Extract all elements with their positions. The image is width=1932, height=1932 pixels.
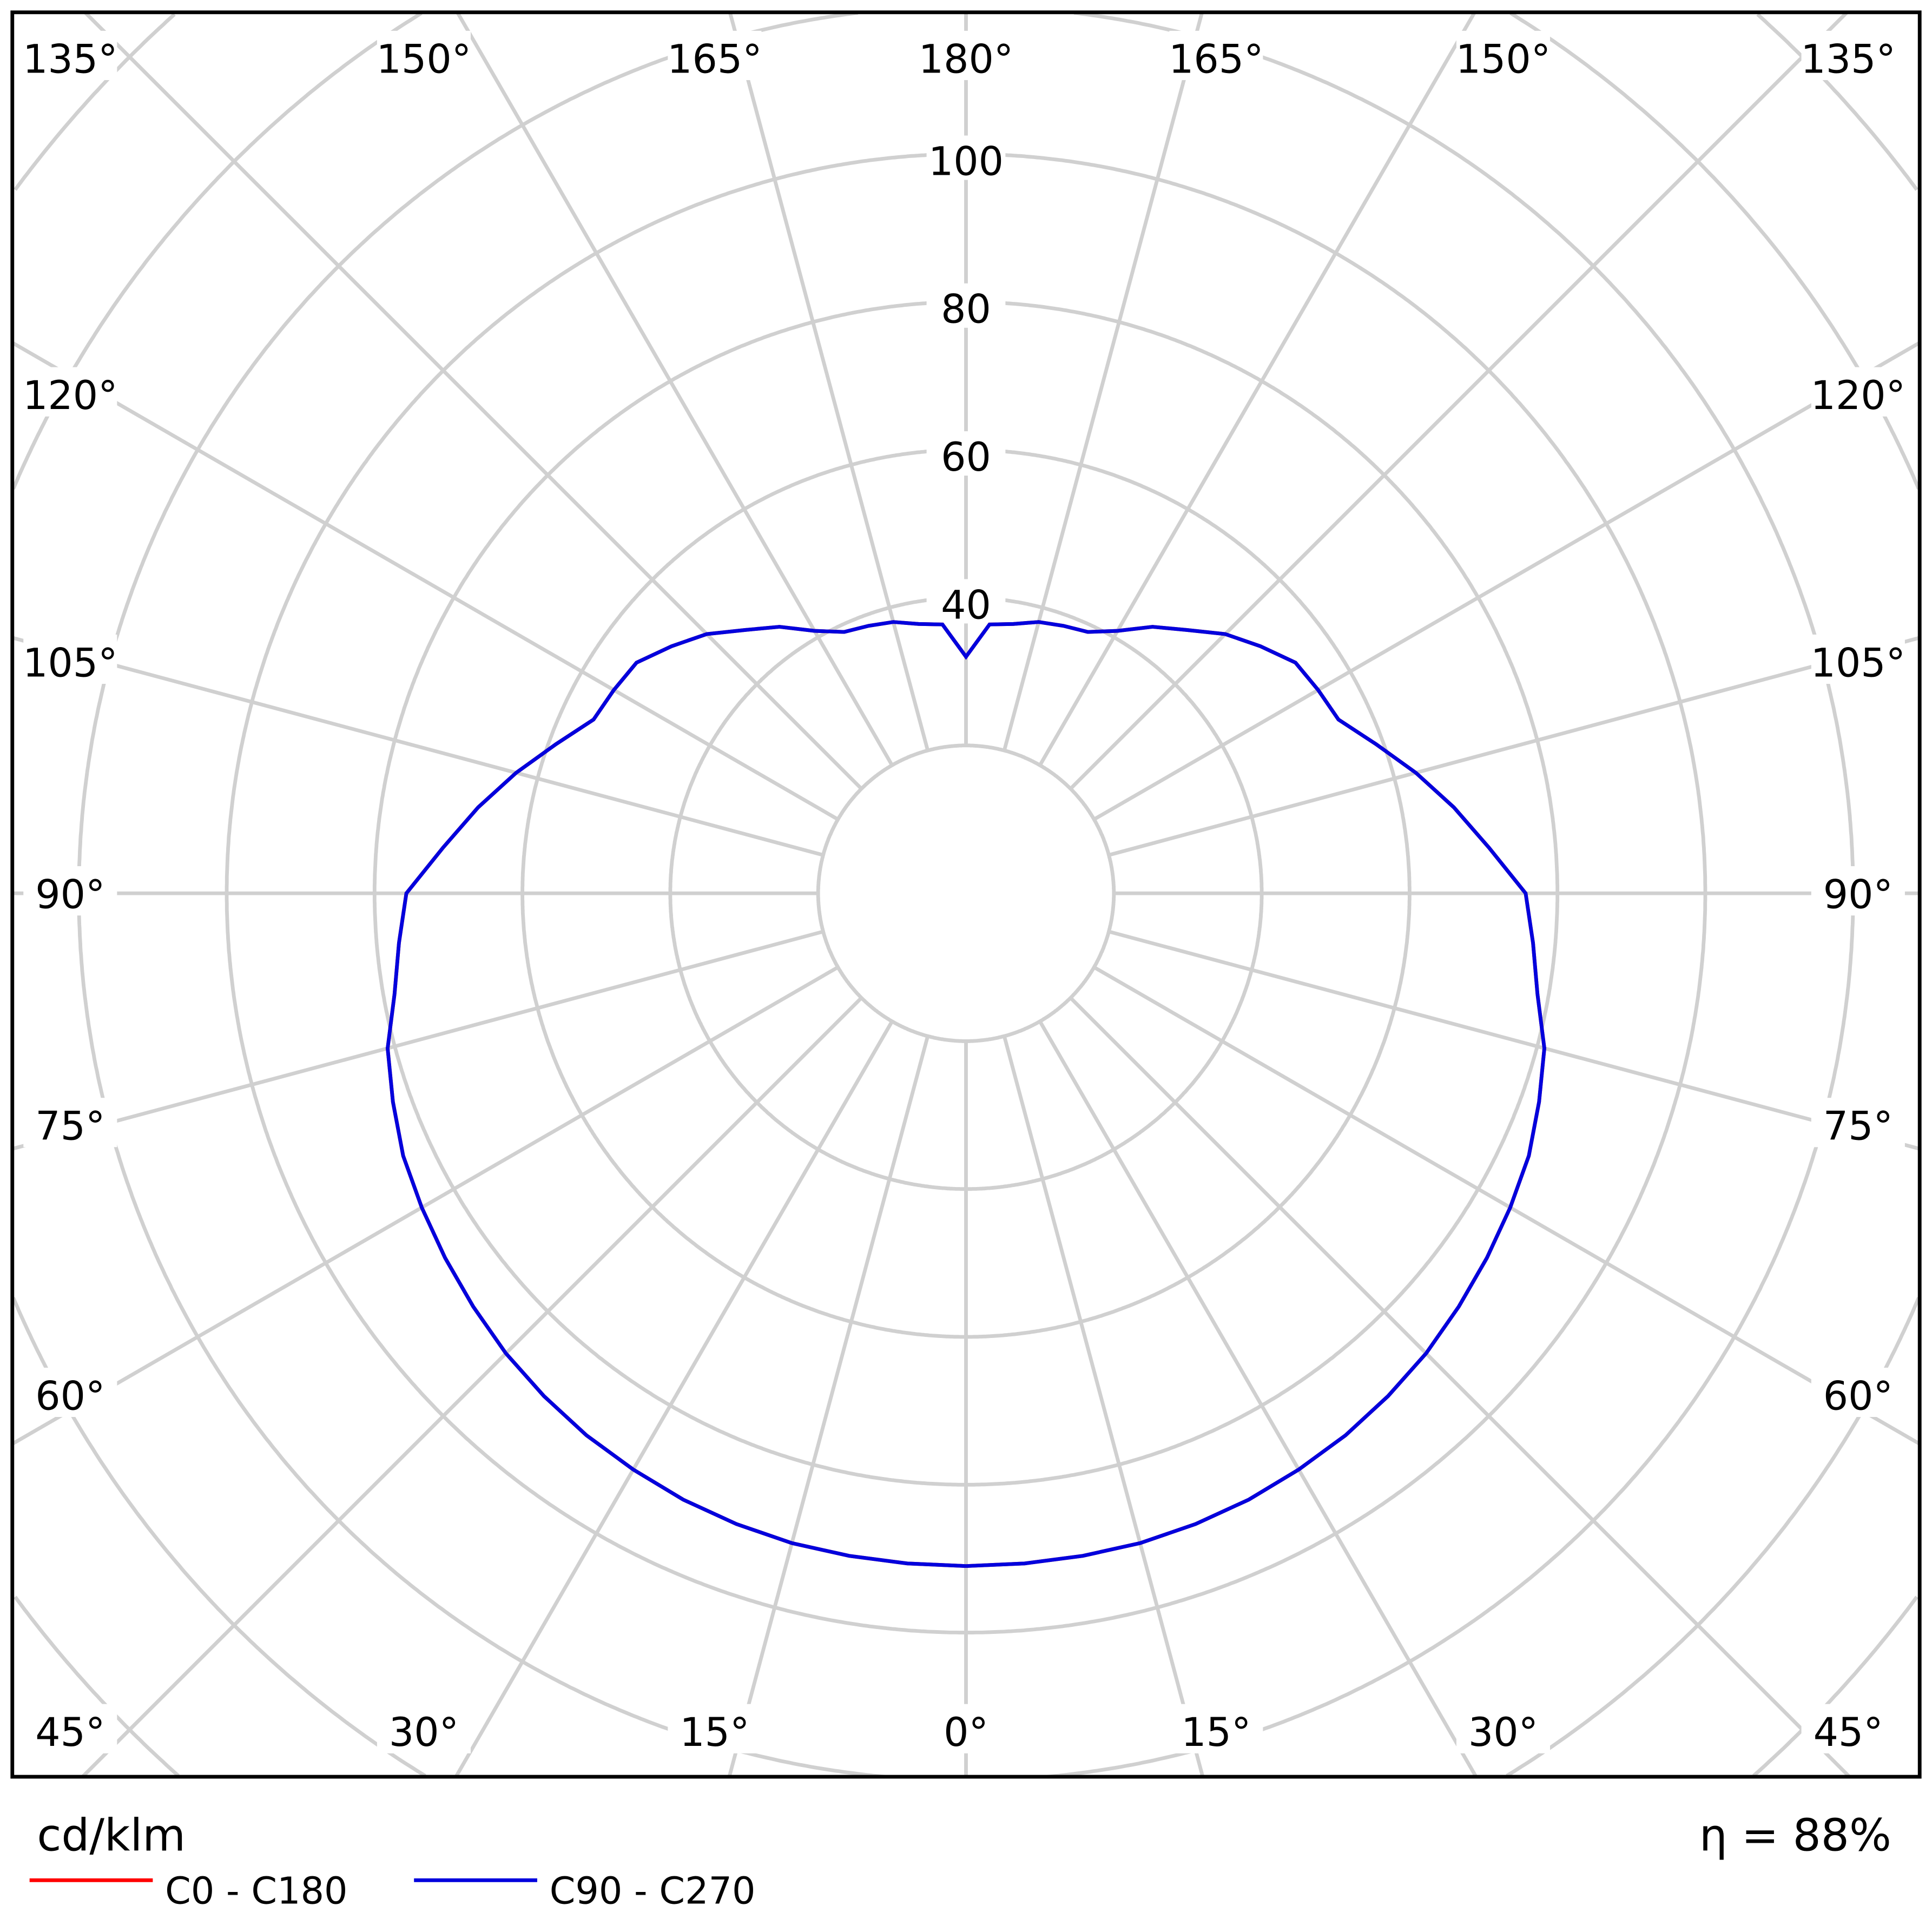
grid-spoke bbox=[1038, 1020, 1478, 1778]
grid-ring-140 bbox=[11, 11, 1921, 1778]
grid-spoke bbox=[1069, 11, 1849, 790]
angle-label-top: 180° bbox=[919, 36, 1014, 82]
angle-label-bg bbox=[668, 1704, 762, 1753]
grid-spoke bbox=[456, 11, 894, 767]
angle-label-right: 120° bbox=[1811, 373, 1906, 419]
angle-label-top: 135° bbox=[23, 36, 118, 82]
angle-label-bg bbox=[1456, 1704, 1550, 1753]
grid-spoke bbox=[11, 965, 839, 1446]
legend: C0 - C180 C90 - C270 bbox=[29, 1870, 756, 1913]
radial-tick-label: 80 bbox=[941, 287, 991, 333]
legend-label-c0-c180: C0 - C180 bbox=[165, 1870, 347, 1913]
angle-label-bottom: 30° bbox=[389, 1710, 459, 1756]
radial-tick-bg bbox=[926, 283, 1006, 328]
angle-label-bg bbox=[1811, 367, 1905, 417]
angle-label-top: 150° bbox=[377, 36, 472, 82]
angle-label-bottom: 15° bbox=[1181, 1710, 1251, 1756]
legend-label-c90-c270: C90 - C270 bbox=[550, 1870, 756, 1913]
grid-spoke bbox=[11, 341, 839, 821]
polar-grid bbox=[11, 11, 1921, 1779]
angle-label-top: 165° bbox=[1169, 36, 1264, 82]
grid-spoke bbox=[1108, 636, 1921, 857]
grid-spoke bbox=[1108, 929, 1921, 1151]
angle-label-bg bbox=[1169, 30, 1263, 81]
angle-label-bg bbox=[23, 1098, 117, 1148]
angle-label-top: 135° bbox=[1801, 36, 1896, 82]
grid-spoke bbox=[728, 11, 930, 751]
series-line-1 bbox=[386, 620, 1546, 1568]
angle-labels: 135° 150° 165° 180° 165° 150° 135° 45° 30° 15° 0° 1… bbox=[23, 30, 1906, 1756]
radial-tick-bg bbox=[926, 579, 1006, 624]
grid-spoke bbox=[727, 1036, 930, 1777]
angle-label-bottom: 45° bbox=[1814, 1710, 1883, 1756]
radial-tick-label: 40 bbox=[941, 582, 991, 628]
radial-tick-label: 100 bbox=[928, 139, 1004, 184]
angle-label-bg bbox=[23, 634, 117, 684]
radial-tick-labels: 40 60 80 100 bbox=[926, 135, 1006, 628]
grid-spoke bbox=[1002, 11, 1204, 751]
angle-label-bg bbox=[1811, 1098, 1905, 1148]
radial-tick-label: 60 bbox=[941, 434, 991, 480]
angle-label-bg bbox=[23, 866, 117, 916]
angle-label-bg bbox=[1456, 30, 1550, 81]
angle-label-bottom: 0° bbox=[944, 1710, 988, 1756]
angle-label-left: 105° bbox=[23, 640, 118, 686]
intensity-curves bbox=[386, 620, 1546, 1568]
angle-label-bg bbox=[919, 1704, 1013, 1753]
grid-spoke bbox=[11, 929, 824, 1151]
grid-spoke bbox=[454, 1020, 894, 1778]
grid-ring-20 bbox=[816, 743, 1116, 1043]
grid-spoke bbox=[1093, 965, 1921, 1446]
efficiency-label: η = 88% bbox=[1699, 1810, 1891, 1862]
angle-label-bg bbox=[23, 30, 117, 81]
angle-label-bottom: 45° bbox=[35, 1710, 105, 1756]
grid-spoke bbox=[11, 636, 824, 857]
grid-spoke bbox=[83, 11, 863, 790]
angle-label-bg bbox=[668, 30, 762, 81]
grid-spoke bbox=[1093, 341, 1921, 821]
angle-label-bg bbox=[1811, 866, 1905, 916]
angle-label-bg bbox=[1801, 30, 1895, 81]
angle-label-right: 75° bbox=[1823, 1104, 1893, 1150]
angle-label-right: 60° bbox=[1823, 1373, 1893, 1419]
angle-label-left: 75° bbox=[35, 1104, 105, 1150]
angle-label-top: 150° bbox=[1456, 36, 1551, 82]
angle-label-right: 105° bbox=[1811, 640, 1906, 686]
unit-label: cd/klm bbox=[37, 1810, 186, 1862]
angle-label-bg bbox=[919, 30, 1013, 81]
angle-label-top: 165° bbox=[667, 36, 762, 82]
radial-tick-bg bbox=[926, 135, 1006, 180]
grid-ring-160 bbox=[14, 12, 1918, 1777]
angle-label-bg bbox=[1169, 1704, 1263, 1753]
angle-label-bg bbox=[1811, 1367, 1905, 1417]
angle-label-bottom: 30° bbox=[1468, 1710, 1538, 1756]
angle-label-left: 60° bbox=[35, 1373, 105, 1419]
angle-label-bg bbox=[377, 1704, 471, 1753]
radial-tick-bg bbox=[926, 431, 1006, 476]
angle-label-right: 90° bbox=[1823, 872, 1893, 918]
plot-frame bbox=[10, 10, 1922, 1779]
grid-spoke bbox=[1038, 11, 1476, 767]
angle-label-bg bbox=[23, 1704, 117, 1753]
angle-label-bg bbox=[23, 367, 117, 417]
angle-label-bottom: 15° bbox=[680, 1710, 749, 1756]
grid-spoke bbox=[81, 996, 863, 1778]
grid-spoke bbox=[1002, 1036, 1205, 1777]
angle-label-bg bbox=[23, 1367, 117, 1417]
angle-label-bg bbox=[377, 30, 471, 81]
angle-label-bg bbox=[1801, 1704, 1895, 1753]
grid-spoke bbox=[1069, 996, 1851, 1778]
angle-label-bg bbox=[1811, 634, 1905, 684]
angle-label-left: 90° bbox=[35, 872, 105, 918]
angle-label-left: 120° bbox=[23, 373, 118, 419]
